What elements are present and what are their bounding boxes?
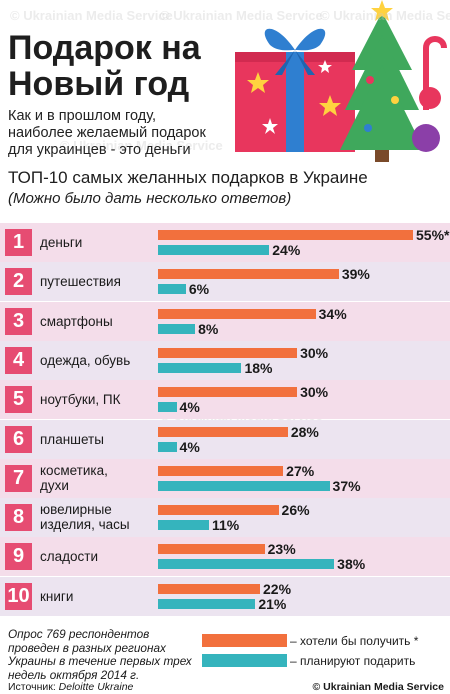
chart-row: 2 путешествия 39% 6% (0, 262, 450, 302)
chart-title: ТОП-10 самых желанных подарков в Украине (8, 168, 368, 187)
legend-label-plan: – планируют подарить (290, 654, 416, 668)
value-label-want: 30% (300, 344, 329, 361)
legend-label-want: – хотели бы получить * (290, 634, 419, 648)
source-line: Источник: Deloitte Ukraine (8, 681, 134, 693)
copyright: © Ukrainian Media Service (312, 681, 444, 693)
bar-want (158, 230, 413, 240)
ornament-icon (412, 124, 440, 152)
value-label-plan: 38% (337, 556, 366, 573)
category-label: одежда, обувь (40, 352, 131, 368)
bar-plan (158, 441, 177, 452)
bar-want (158, 426, 288, 437)
chart-row: 1 деньги 55%* 24% (0, 223, 450, 262)
value-label-want: 39% (341, 266, 370, 283)
value-label-want: 30% (300, 384, 329, 401)
category-label: путешествия (40, 274, 121, 290)
value-label-plan: 4% (179, 438, 200, 455)
category-label: косметика, духи (40, 462, 108, 493)
bar-plan (158, 402, 177, 413)
rank-badge: 1 (5, 229, 32, 256)
chart-row: 7 косметика, духи 27% 37% (0, 458, 450, 498)
bar-want (158, 387, 298, 398)
candy-cane-icon (423, 36, 447, 110)
rank-badge: 8 (5, 504, 32, 532)
value-label-want: 27% (286, 462, 315, 479)
survey-note: Опрос 769 респондентов проведен в разных… (8, 627, 192, 682)
bar-want (158, 465, 284, 476)
ornament-icon (419, 87, 441, 109)
rank-badge: 5 (5, 386, 32, 414)
category-label: деньги (40, 235, 83, 250)
category-label: ювелирные изделия, часы (40, 502, 130, 533)
bar-plan (158, 598, 256, 609)
category-label: ноутбуки, ПК (40, 392, 121, 408)
bar-plan (158, 284, 186, 295)
value-label-want: 23% (267, 541, 296, 558)
rank-badge: 3 (5, 307, 32, 335)
chart-subtitle: (Можно было дать несколько ответов) (8, 190, 292, 207)
rank-badge: 2 (5, 268, 32, 296)
chart-row: 4 одежда, обувь 30% 18% (0, 340, 450, 380)
category-label: планшеты (40, 431, 104, 447)
value-label-plan: 11% (212, 517, 240, 534)
bar-plan (158, 520, 209, 531)
category-label: книги (40, 588, 74, 604)
rank-badge: 6 (5, 425, 32, 453)
bar-want (158, 544, 265, 555)
bar-want (158, 505, 279, 516)
category-label: смартфоны (40, 313, 113, 329)
chart-row: 9 сладости 23% 38% (0, 537, 450, 577)
bar-plan (158, 362, 242, 373)
gift-box-icon (235, 28, 355, 152)
value-label-plan: 21% (258, 595, 287, 612)
legend-swatch-plan (202, 654, 287, 667)
category-label: сладости (40, 549, 98, 565)
value-label-plan: 24% (272, 242, 301, 258)
watermark-text: © Ukrainian Media Service (10, 8, 173, 23)
legend-swatch-want (202, 634, 287, 647)
value-label-want: 22% (263, 580, 292, 597)
value-label-want: 34% (318, 305, 347, 322)
christmas-tree-icon (340, 0, 424, 162)
bar-want (158, 269, 339, 280)
bar-want (158, 308, 316, 319)
chart-row: 5 ноутбуки, ПК 30% 4% (0, 380, 450, 420)
bar-plan (158, 480, 330, 491)
bar-plan (158, 245, 270, 255)
chart-row: 10 книги 22% 21% (0, 576, 450, 616)
value-label-plan: 37% (332, 477, 361, 494)
value-label-plan: 4% (179, 399, 200, 416)
value-label-want: 55%* (416, 227, 450, 243)
rank-badge: 10 (5, 582, 32, 610)
value-label-plan: 6% (188, 281, 210, 298)
rank-badge: 7 (5, 464, 32, 492)
value-label-plan: 18% (244, 359, 273, 376)
page-title: Подарок на Новый год (8, 29, 201, 103)
bar-plan (158, 559, 335, 570)
rank-badge: 4 (5, 346, 32, 374)
value-label-plan: 8% (198, 320, 219, 337)
gift-illustration (235, 0, 447, 162)
page-subtitle: Как и в прошлом году, наиболее желаемый … (8, 108, 206, 158)
chart-row: 6 планшеты 28% 4% (0, 419, 450, 459)
bar-want (158, 347, 298, 358)
chart-row: 3 смартфоны 34% 8% (0, 301, 450, 341)
value-label-want: 26% (281, 502, 310, 519)
bar-plan (158, 323, 196, 334)
chart-area: 1 деньги 55%* 24% 2 путешествия 39% 6% 3 смартфон… (0, 223, 450, 616)
bar-want (158, 583, 260, 594)
chart-row: 8 ювелирные изделия, часы 26% 11% (0, 498, 450, 538)
rank-badge: 9 (5, 543, 32, 571)
value-label-want: 28% (290, 423, 319, 440)
